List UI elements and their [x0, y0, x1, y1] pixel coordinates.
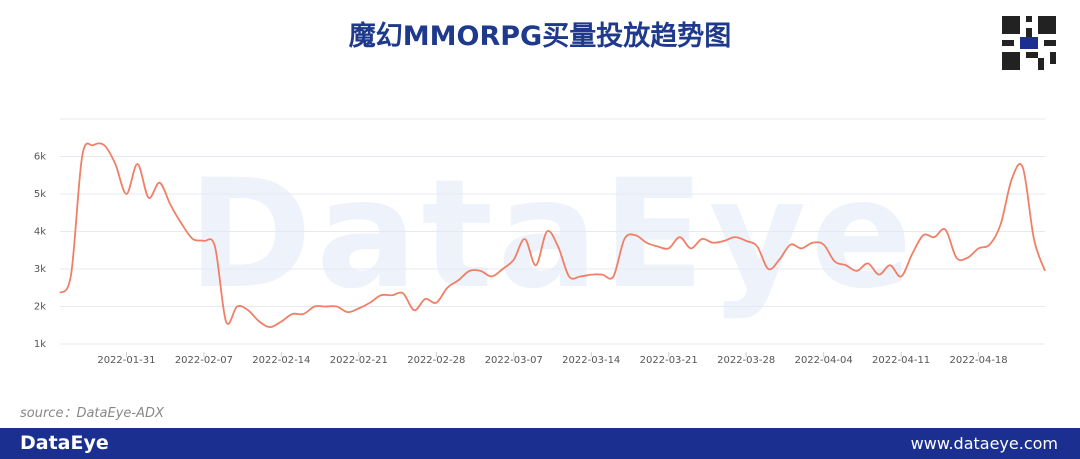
url: www.dataeye.com: [910, 434, 1058, 453]
brand: DataEye: [20, 432, 109, 454]
x-tick-label: 2022-02-28: [407, 355, 465, 366]
x-tick-label: 2022-03-07: [485, 355, 543, 366]
source: source：DataEye-ADX: [20, 406, 164, 421]
chart: DataEye 1k 2k 3k 4k 5k 6k 2022-01-31 2022-02-07 2…: [34, 118, 1046, 366]
x-tick-label: 2022-02-14: [252, 355, 310, 366]
x-tick-label: 2022-04-18: [950, 355, 1008, 366]
x-tick-label: 2022-03-28: [717, 355, 775, 366]
qr-code: [1002, 16, 1056, 70]
line: [59, 142, 1046, 329]
x-tick-label: 2022-04-11: [872, 355, 930, 366]
y-tick-label: 3k: [34, 264, 46, 275]
x-tick-label: 2022-02-21: [330, 355, 388, 366]
x-tick-label: 2022-02-07: [175, 355, 233, 366]
y-tick-label: 6k: [34, 152, 46, 163]
y-tick-label: 2k: [34, 302, 46, 313]
y-tick-label: 4k: [34, 227, 46, 238]
y-tick-label: 1k: [34, 339, 46, 350]
x-tick-label: 2022-03-21: [640, 355, 698, 366]
watermark: DataEye: [188, 148, 917, 322]
x-tick-label: 2022-01-31: [97, 355, 155, 366]
x-tick-label: 2022-04-04: [795, 355, 853, 366]
footer: DataEye www.dataeye.com: [0, 428, 1080, 459]
x-tick-label: 2022-03-14: [562, 355, 620, 366]
y-tick-label: 5k: [34, 189, 46, 200]
title: 魔幻MMORPG买量投放趋势图: [348, 21, 732, 52]
